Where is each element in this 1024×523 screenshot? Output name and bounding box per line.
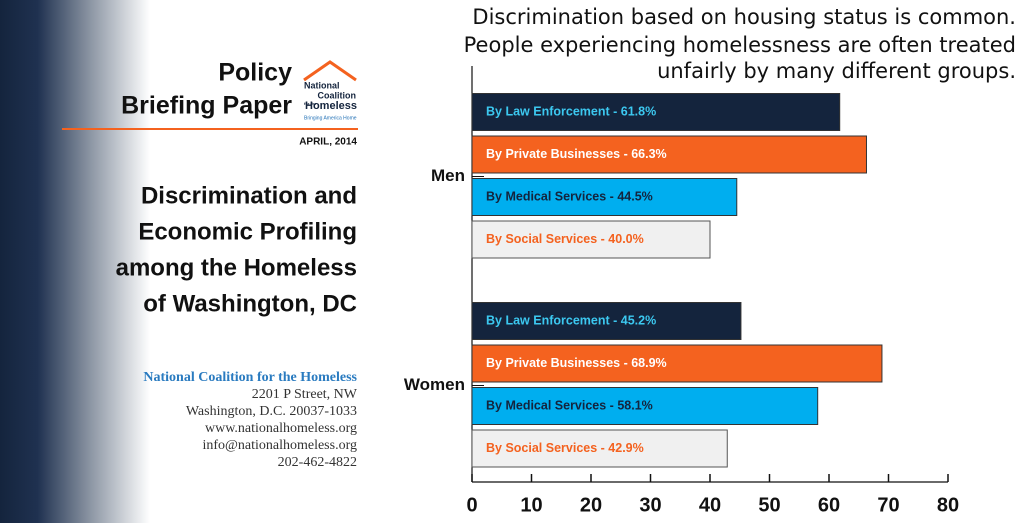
x-tick-label: 60 xyxy=(818,494,840,516)
cover-title: among the Homeless xyxy=(116,254,357,281)
side-gradient xyxy=(0,0,150,523)
x-tick-label: 30 xyxy=(639,494,661,516)
x-tick-label: 50 xyxy=(758,494,780,516)
heading: Briefing Paper xyxy=(121,92,292,120)
bar xyxy=(471,178,738,216)
bar xyxy=(471,220,711,259)
date: APRIL, 2014 xyxy=(299,137,357,148)
logo-tagline: Bringing America Home xyxy=(304,115,357,121)
cover-title: of Washington, DC xyxy=(143,290,357,317)
address: Washington, D.C. 20037-1033 xyxy=(186,404,357,419)
category-label: Men xyxy=(431,166,465,185)
x-tick-label: 80 xyxy=(937,494,959,516)
x-tick-label: 40 xyxy=(699,494,721,516)
address: www.nationalhomeless.org xyxy=(205,421,357,436)
logo-text: for the xyxy=(304,101,317,106)
x-tick-label: 20 xyxy=(580,494,602,516)
bar-label: By Medical Services - 58.1% xyxy=(486,398,653,412)
bar xyxy=(471,429,728,468)
bar xyxy=(471,93,841,131)
bar xyxy=(471,344,883,383)
bar-label: By Law Enforcement - 45.2% xyxy=(486,313,656,327)
bar-label: By Social Services - 40.0% xyxy=(486,232,644,246)
cover-title: Economic Profiling xyxy=(138,218,357,245)
logo-text: Coalition xyxy=(318,90,357,100)
x-tick-label: 70 xyxy=(877,494,899,516)
x-tick-label: 0 xyxy=(466,494,477,516)
logo-text: Homeless xyxy=(305,100,357,112)
chart-title: Discrimination based on housing status i… xyxy=(472,5,1016,29)
cover-title: Discrimination and xyxy=(141,182,357,209)
bar xyxy=(471,302,742,340)
logo-text: National xyxy=(304,80,340,90)
bar-label: By Medical Services - 44.5% xyxy=(486,189,653,203)
chart-title: unfairly by many different groups. xyxy=(657,59,1016,83)
bar-label: By Social Services - 42.9% xyxy=(486,441,644,455)
bar-label: By Private Businesses - 68.9% xyxy=(486,356,667,370)
address: info@nationalhomeless.org xyxy=(202,438,357,453)
x-tick-label: 10 xyxy=(520,494,542,516)
bar xyxy=(471,135,867,174)
address: 2201 P Street, NW xyxy=(252,387,358,402)
bar-label: By Private Businesses - 66.3% xyxy=(486,147,667,161)
heading: Policy xyxy=(218,59,292,87)
logo-roof xyxy=(303,60,357,82)
logo: National Coalition for the Homeless Brin… xyxy=(303,60,357,121)
org: National Coalition for the Homeless xyxy=(143,370,357,385)
bar xyxy=(471,387,819,425)
chart-title: People experiencing homelessness are oft… xyxy=(464,33,1016,57)
category-label: Women xyxy=(404,375,465,394)
address: 202-462-4822 xyxy=(278,455,357,470)
bar-label: By Law Enforcement - 61.8% xyxy=(486,104,656,118)
